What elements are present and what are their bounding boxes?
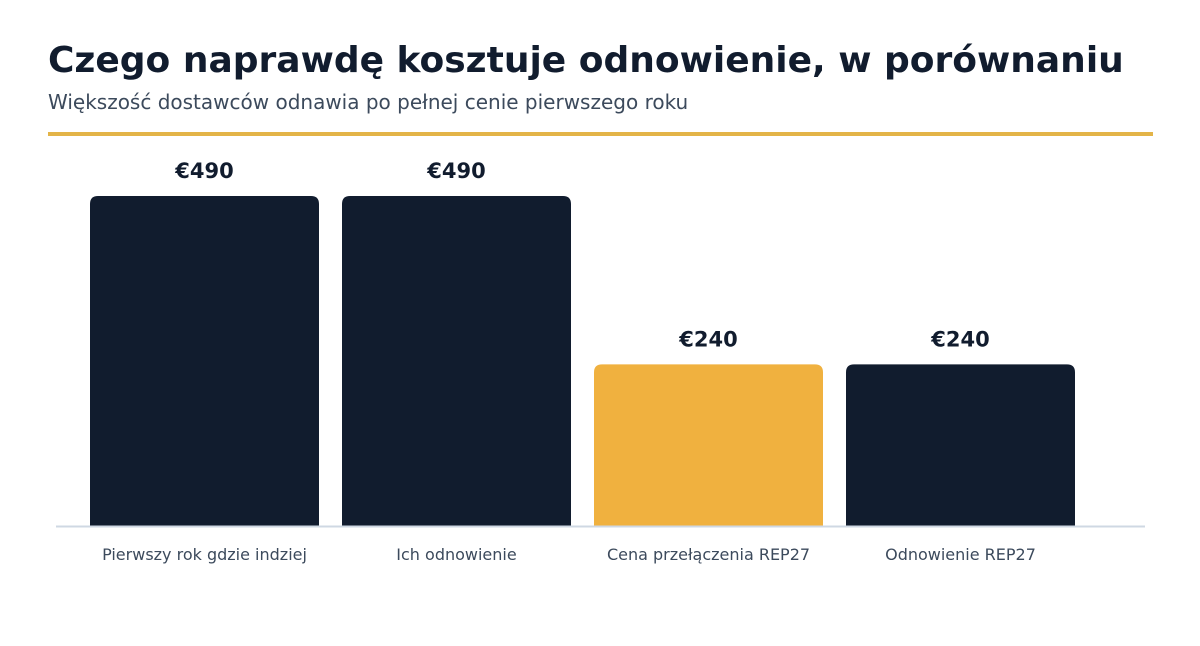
bar-value-label: €490 <box>426 159 485 183</box>
chart-subtitle: Większość dostawców odnawia po pełnej ce… <box>48 90 689 114</box>
bar-value-label: €240 <box>930 327 989 351</box>
category-label: Pierwszy rok gdzie indziej <box>102 545 307 564</box>
chart-title: Czego naprawdę kosztuje odnowienie, w po… <box>48 40 1124 81</box>
category-label: Cena przełączenia REP27 <box>607 545 810 564</box>
bar-3 <box>594 364 823 526</box>
title-divider <box>48 132 1153 136</box>
labels-group: €490 Pierwszy rok gdzie indziej €490 Ich od… <box>102 159 1036 564</box>
bar-4 <box>846 364 1075 526</box>
bar-2 <box>342 196 571 526</box>
bar-1 <box>90 196 319 526</box>
category-label: Ich odnowienie <box>396 545 516 564</box>
bar-value-label: €490 <box>174 159 233 183</box>
category-label: Odnowienie REP27 <box>885 545 1036 564</box>
bar-value-label: €240 <box>678 327 737 351</box>
bars-group <box>90 196 1075 526</box>
